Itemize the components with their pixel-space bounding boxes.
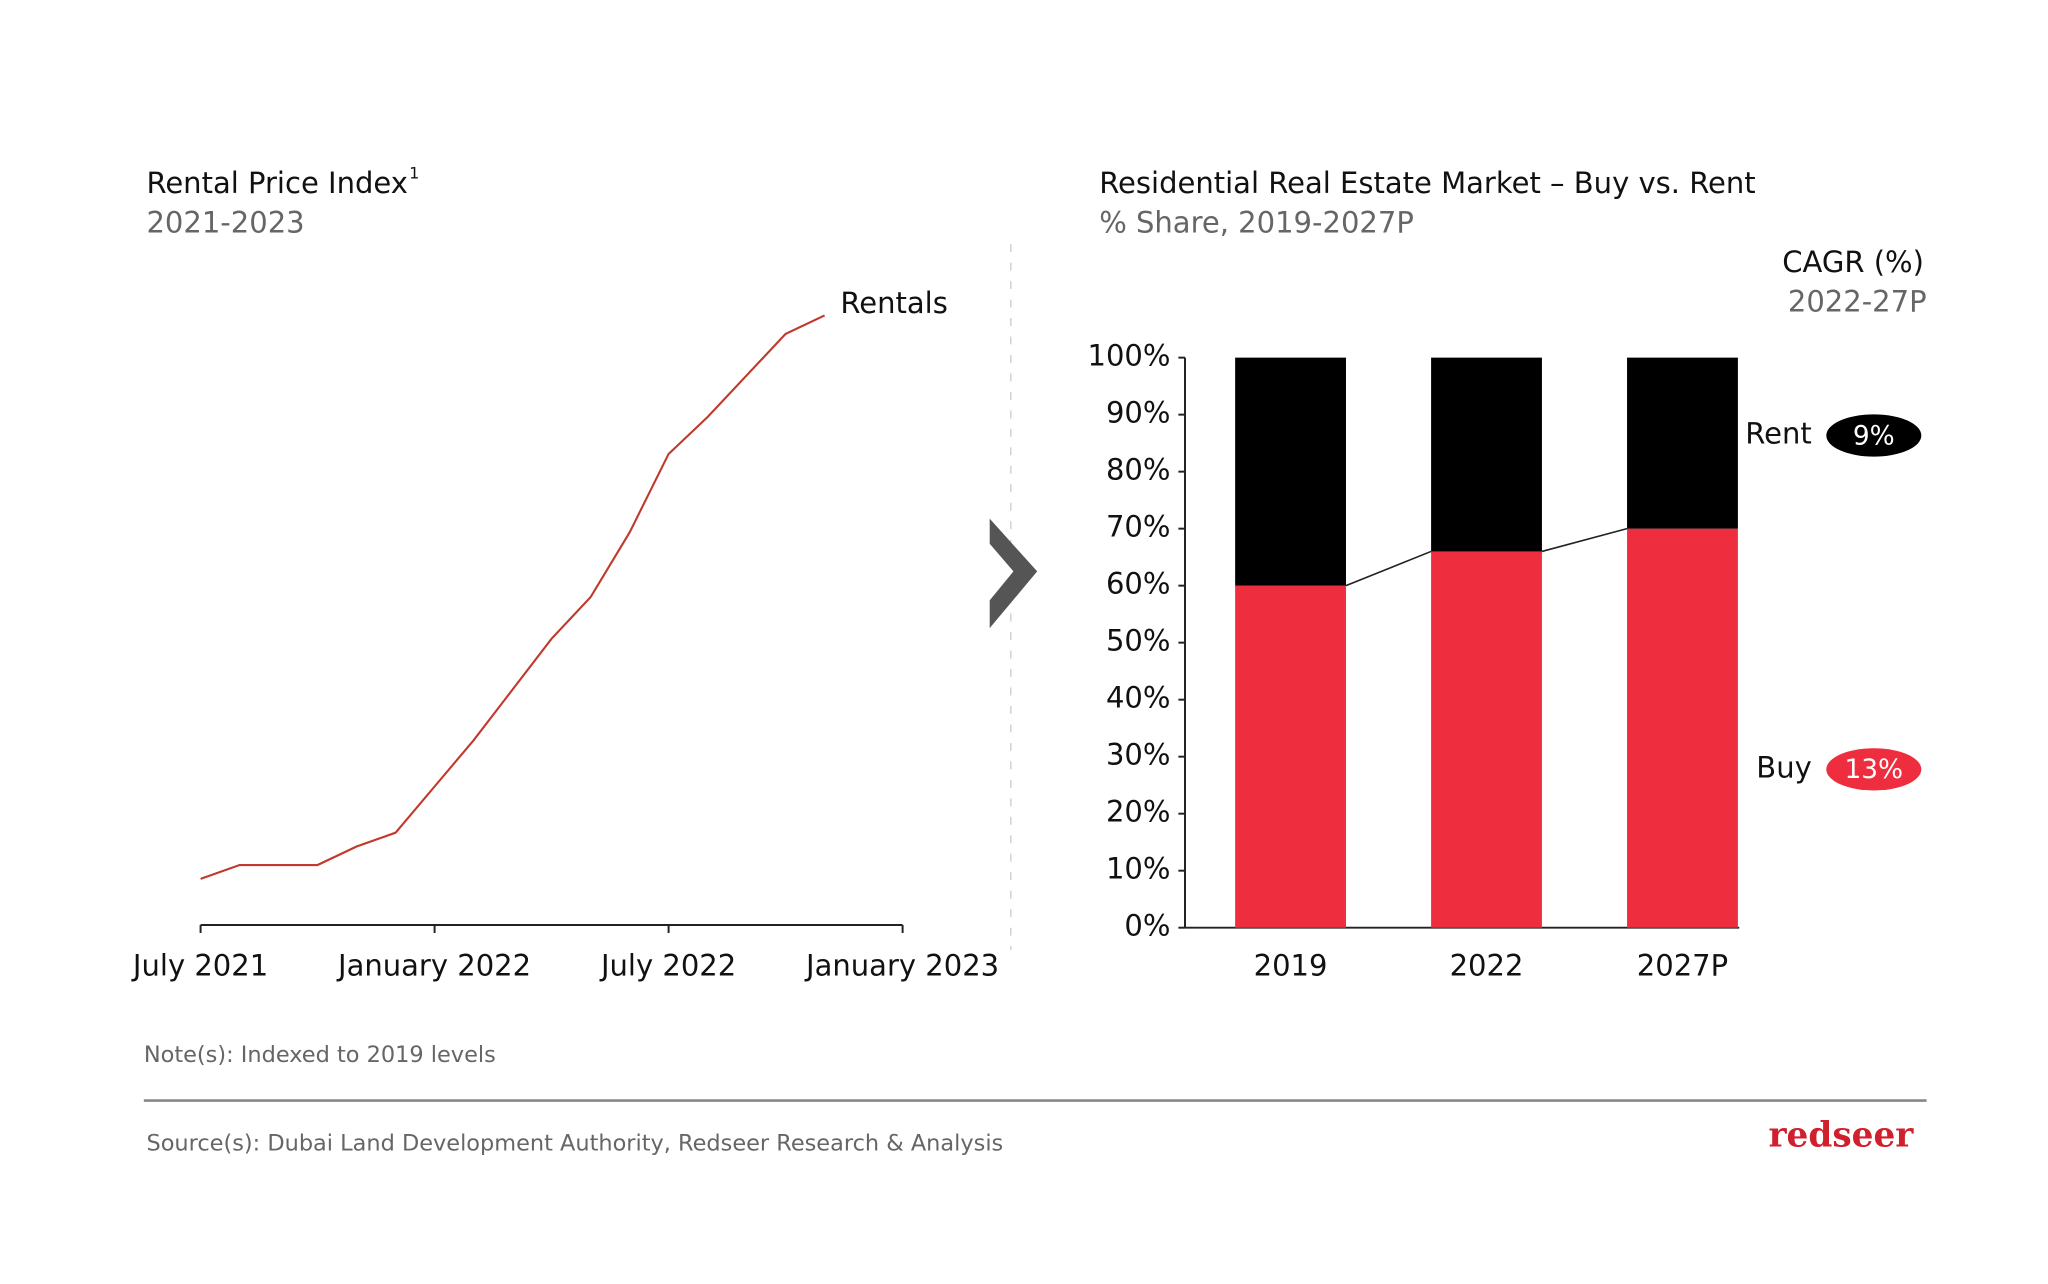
bar-segment [1627, 357, 1738, 529]
cagr-pill [1826, 748, 1922, 791]
y-tick-label: 10% [1106, 852, 1171, 886]
logo: redseer [1768, 1116, 1914, 1156]
y-tick-label: 0% [1124, 909, 1170, 943]
chart-title: Rental Price Index [146, 166, 407, 200]
line [200, 314, 826, 880]
cagr-label: 9% [1853, 421, 1895, 451]
chart-subtitle: 2021-2023 [146, 205, 304, 239]
source: Source(s): Dubai Land Development Author… [146, 1131, 1003, 1157]
y-tick-label: 60% [1106, 567, 1171, 601]
y-tick-label: 70% [1106, 510, 1171, 544]
x-tick-label: July 2021 [131, 948, 268, 982]
x-tick-label: January 2023 [804, 948, 999, 982]
bar-segment [1235, 585, 1346, 928]
bar-segment [1431, 357, 1542, 552]
y-tick-label: 30% [1106, 738, 1171, 772]
legend-label: Rent [1745, 416, 1811, 450]
chart-subtitle: % Share, 2019-2027P [1099, 205, 1414, 239]
connector [1541, 527, 1628, 553]
y-tick-label: 40% [1106, 681, 1171, 715]
bar-segment [1431, 551, 1542, 928]
x-tick-label: 2019 [1254, 948, 1328, 982]
y-tick-label: 20% [1106, 795, 1171, 829]
connector [1345, 550, 1432, 587]
x-tick-label: 2022 [1450, 948, 1524, 982]
chart-title: Residential Real Estate Market – Buy vs.… [1099, 166, 1755, 200]
y-tick-label: 100% [1088, 339, 1171, 373]
title-footnote: 1 [409, 164, 419, 183]
series-label: Rentals [840, 286, 947, 320]
y-tick-label: 50% [1106, 624, 1171, 658]
cagr-label: 13% [1845, 755, 1904, 785]
cagr-pill [1826, 414, 1922, 457]
y-tick-label: 90% [1106, 396, 1171, 430]
chevron [989, 518, 1038, 629]
annotation-subtitle: 2022-27P [1788, 285, 1927, 319]
x-tick-label: January 2022 [336, 948, 531, 982]
annotation-title: CAGR (%) [1782, 245, 1924, 279]
x-tick-label: 2027P [1637, 948, 1728, 982]
bar-segment [1235, 357, 1346, 586]
x-tick-label: July 2022 [599, 948, 736, 982]
y-tick-label: 80% [1106, 453, 1171, 487]
note: Note(s): Indexed to 2019 levels [144, 1042, 496, 1068]
legend-label: Buy [1756, 750, 1811, 784]
bar-segment [1627, 528, 1738, 928]
